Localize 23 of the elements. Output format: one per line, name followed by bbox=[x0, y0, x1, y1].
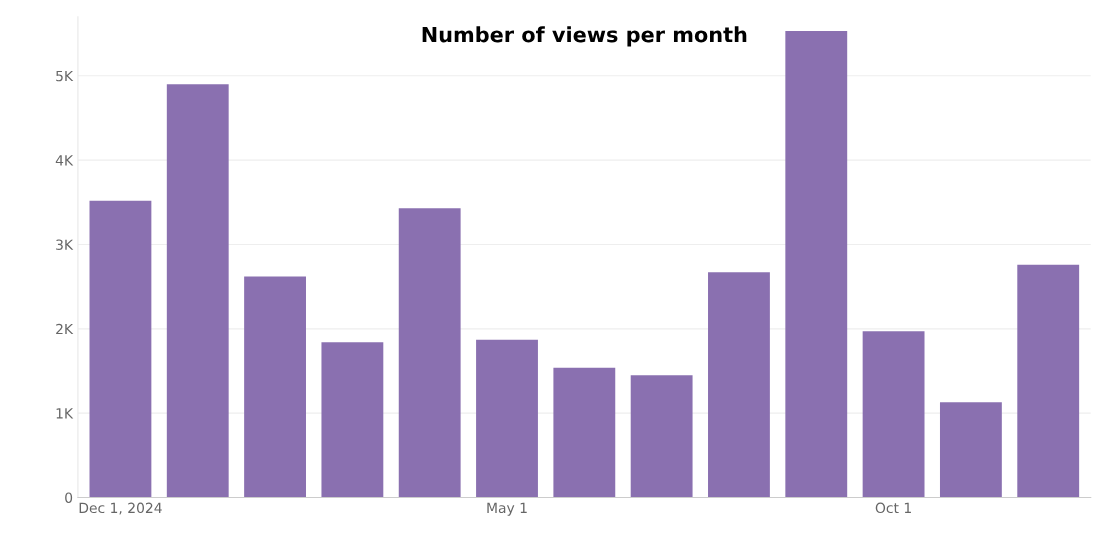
bar bbox=[244, 276, 306, 498]
chart-title: Number of views per month bbox=[422, 26, 747, 47]
bar bbox=[708, 272, 770, 498]
bar bbox=[939, 402, 1002, 498]
y-tick-label: 4K bbox=[55, 155, 74, 166]
bar bbox=[476, 339, 538, 498]
y-tick-label: 1K bbox=[56, 408, 74, 419]
bar bbox=[862, 331, 925, 498]
bar bbox=[553, 367, 616, 498]
x-tick-label: May 1 bbox=[487, 502, 527, 516]
y-tick-label: 0 bbox=[65, 492, 73, 503]
y-tick-label: 5K bbox=[56, 70, 74, 82]
x-tick-label: Dec 1, 2024 bbox=[79, 502, 162, 515]
bar bbox=[89, 200, 152, 498]
bar bbox=[321, 342, 384, 498]
bar bbox=[630, 375, 693, 498]
y-tick-label: 3K bbox=[56, 239, 74, 250]
bar bbox=[398, 208, 461, 498]
x-tick-label: Oct 1 bbox=[875, 502, 911, 514]
bar bbox=[1017, 264, 1080, 498]
bar bbox=[785, 31, 848, 498]
y-tick-label: 2K bbox=[56, 323, 74, 335]
bar bbox=[166, 84, 229, 498]
